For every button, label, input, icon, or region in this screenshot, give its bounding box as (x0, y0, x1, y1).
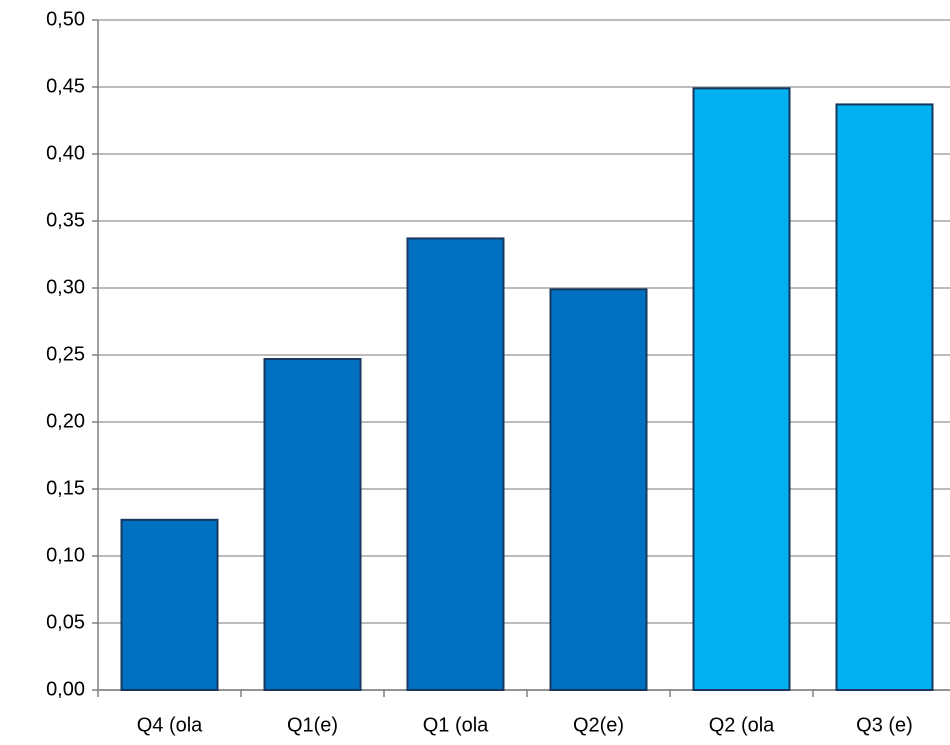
bar (835, 103, 934, 692)
y-tick-label: 0,45 (46, 75, 85, 97)
y-tick-label: 0,05 (46, 611, 85, 633)
bar (692, 87, 791, 691)
y-tick-label: 0,25 (46, 343, 85, 365)
x-tick-label: Q2 (ola (709, 714, 775, 736)
x-tick-label: Q2(e) (573, 714, 624, 736)
bar (406, 237, 505, 691)
bar (549, 288, 648, 691)
bar (120, 518, 219, 691)
y-tick-label: 0,40 (46, 142, 85, 164)
x-tick-label: Q1(e) (287, 714, 338, 736)
y-tick-label: 0,20 (46, 410, 85, 432)
y-tick-label: 0,15 (46, 477, 85, 499)
x-tick-label: Q1 (ola (423, 714, 489, 736)
y-tick-label: 0,50 (46, 8, 85, 30)
x-tick-label: Q3 (e) (856, 714, 913, 736)
bar (263, 358, 362, 691)
x-tick-label: Q4 (ola (137, 714, 203, 736)
y-tick-label: 0,30 (46, 276, 85, 298)
y-tick-label: 0,35 (46, 209, 85, 231)
y-tick-label: 0,10 (46, 544, 85, 566)
y-tick-label: 0,00 (46, 678, 85, 700)
